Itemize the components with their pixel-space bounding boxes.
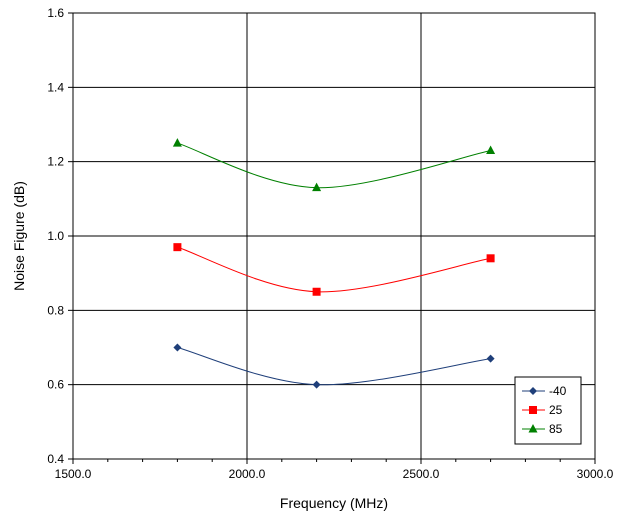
y-tick-label: 0.6 (47, 378, 64, 392)
legend-item: 85 (522, 422, 563, 436)
series-25 (173, 243, 495, 296)
y-tick-label: 1.6 (47, 6, 64, 20)
y-tick-label: 0.4 (47, 452, 64, 466)
x-tick-label: 3000.0 (577, 467, 614, 481)
x-axis-ticks: 1500.0 2000.0 2500.0 3000.0 (55, 459, 614, 481)
x-tick-label: 1500.0 (55, 467, 92, 481)
data-point (486, 254, 495, 263)
gridlines (73, 13, 595, 459)
data-point (312, 287, 321, 296)
legend-label: 25 (549, 403, 563, 417)
legend: -40 25 85 (514, 376, 582, 445)
x-tick-label: 2500.0 (403, 467, 440, 481)
data-point (172, 138, 182, 147)
legend-marker (529, 387, 537, 395)
y-tick-label: 1.0 (47, 229, 64, 243)
data-point (312, 380, 321, 389)
data-point (486, 354, 495, 363)
data-point (173, 243, 182, 252)
x-tick-label: 2000.0 (229, 467, 266, 481)
legend-label: -40 (549, 384, 567, 398)
legend-label: 85 (549, 422, 563, 436)
series-85 (172, 138, 496, 192)
y-axis-title: Noise Figure (dB) (11, 181, 27, 291)
y-tick-label: 1.2 (47, 155, 64, 169)
series--40 (173, 343, 495, 389)
data-point (312, 182, 322, 192)
y-tick-label: 0.8 (47, 303, 64, 317)
data-point (173, 343, 182, 352)
y-tick-label: 1.4 (47, 80, 64, 94)
legend-marker (529, 406, 537, 414)
series-group (172, 138, 496, 389)
data-point (486, 145, 496, 155)
legend-marker (528, 424, 538, 433)
legend-item: 25 (522, 403, 563, 417)
y-axis-ticks: 0.4 0.6 0.8 1.0 1.2 1.4 1.6 (47, 6, 73, 466)
legend-item: -40 (522, 384, 567, 398)
x-axis-title: Frequency (MHz) (280, 495, 388, 511)
